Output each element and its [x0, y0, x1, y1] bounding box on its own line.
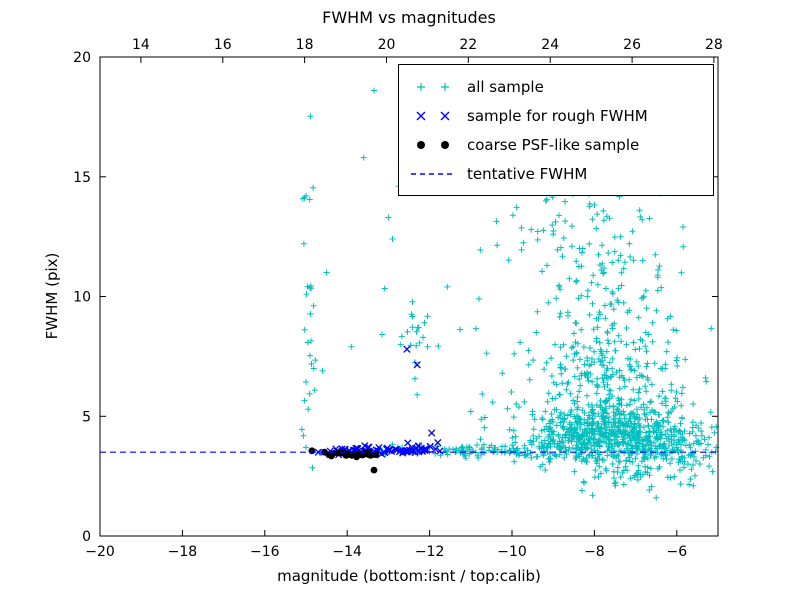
x-bottom-tick-label: −18	[168, 544, 198, 560]
x-bottom-tick-label: −8	[584, 544, 605, 560]
axis-ticks: −20 −18 −16 −14 −12 −10 −8 −6 14 16 18 20 22 24 26 28 0 5…	[73, 37, 723, 560]
dashed-line-icon	[411, 172, 455, 175]
legend-item: all sample	[409, 72, 703, 101]
legend-item-label: all sample	[467, 77, 544, 96]
y-axis-label: FWHM (pix)	[43, 252, 61, 340]
legend: all sample sample for rough FWHM coarse PS…	[398, 64, 714, 196]
x-top-tick-label: 16	[214, 37, 232, 53]
all-sample-points	[298, 87, 720, 501]
legend-item: sample for rough FWHM	[409, 101, 703, 130]
x-axis-label: magnitude (bottom:isnt / top:calib)	[277, 567, 541, 585]
x-bottom-tick-label: −20	[85, 544, 115, 560]
y-tick-label: 0	[82, 529, 91, 545]
y-tick-label: 20	[73, 50, 91, 66]
psf-sample-points	[308, 447, 380, 474]
x-top-tick-label: 26	[623, 37, 641, 53]
x-bottom-tick-label: −14	[332, 544, 362, 560]
y-tick-label: 10	[73, 290, 91, 306]
x-top-tick-label: 18	[296, 37, 314, 53]
legend-item: coarse PSF-like sample	[409, 130, 703, 159]
legend-item: tentative FWHM	[409, 159, 703, 188]
x-top-tick-label: 20	[378, 37, 396, 53]
x-bottom-tick-label: −6	[666, 544, 687, 560]
rough-fwhm-points	[314, 345, 444, 459]
x-bottom-tick-label: −10	[497, 544, 527, 560]
dot-marker-icon	[417, 140, 449, 149]
x-bottom-tick-label: −16	[250, 544, 280, 560]
x-bottom-tick-label: −12	[415, 544, 445, 560]
chart-title: FWHM vs magnitudes	[322, 8, 496, 27]
x-top-tick-label: 28	[705, 37, 723, 53]
x-top-tick-label: 14	[132, 37, 150, 53]
legend-item-label: tentative FWHM	[467, 164, 588, 183]
legend-item-label: coarse PSF-like sample	[467, 135, 640, 154]
x-marker-icon	[416, 111, 450, 120]
x-top-tick-label: 24	[541, 37, 559, 53]
plus-marker-icon	[417, 82, 449, 91]
x-top-tick-label: 22	[459, 37, 477, 53]
legend-item-label: sample for rough FWHM	[467, 106, 648, 125]
y-tick-label: 5	[82, 409, 91, 425]
y-tick-label: 15	[73, 170, 91, 186]
